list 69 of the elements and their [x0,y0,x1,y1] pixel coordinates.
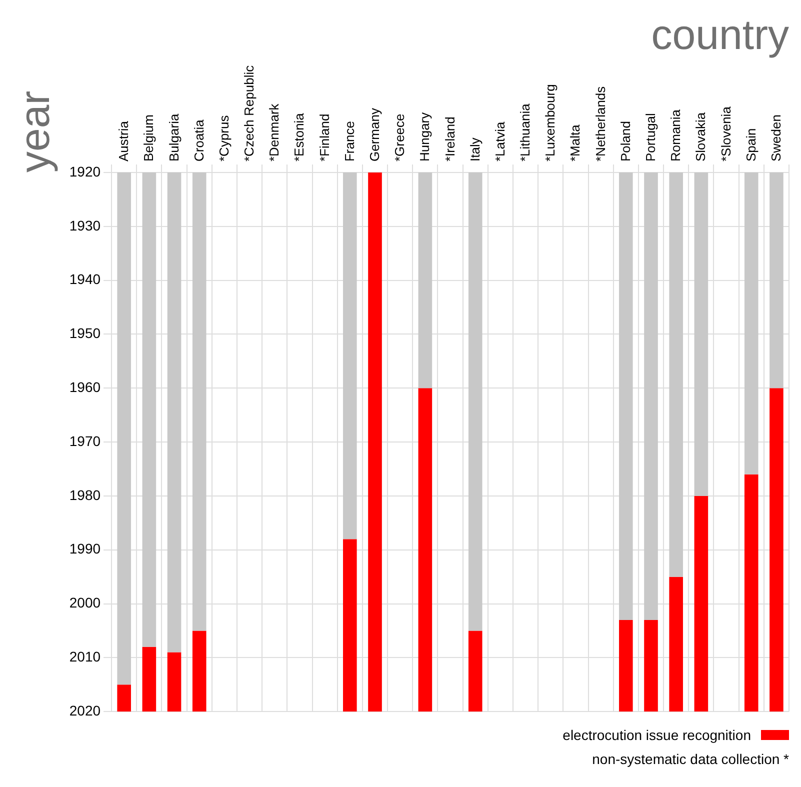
bar [418,388,432,712]
bar [192,172,206,631]
bar [694,172,708,496]
x-tick-label: *Lithuania [518,102,533,162]
bar [644,620,658,712]
bar [418,172,432,388]
x-tick-label: *Ireland [442,116,458,162]
bar [669,172,683,577]
bar [619,620,633,712]
bar [744,474,758,712]
x-tick-label: France [342,121,357,162]
bar [368,172,382,712]
bar [117,684,131,712]
bar [468,630,482,712]
x-axis-title: country [651,10,789,58]
x-tick-label: Croatia [191,118,206,162]
x-tick-label: *Cyprus [216,114,232,162]
y-tick-label: 1970 [69,432,101,449]
x-tick-label: Slovakia [693,112,708,162]
x-tick-label: Belgium [141,114,156,162]
bar [770,388,784,712]
x-tick-label: Germany [366,108,382,162]
y-tick-label: 1920 [69,163,101,180]
x-tick-label: Austria [116,120,132,162]
x-tick-label: Hungary [417,112,432,162]
x-tick-label: *Finland [316,114,332,162]
y-tick-label: 2010 [69,648,101,665]
y-tick-label: 1940 [69,271,101,288]
bar [343,172,357,540]
x-tick-label: *Greece [392,114,408,162]
legend-label: electrocution issue recognition [562,727,751,743]
x-tick-label: *Denmark [266,103,282,162]
x-tick-label: Romania [668,108,684,162]
y-tick-label: 1960 [69,379,101,395]
bar [142,646,156,712]
x-tick-label: *Czech Republic [242,64,257,162]
bar [694,496,708,712]
text: non-systematic data collection * [592,751,789,767]
bar [468,172,482,631]
bar [117,172,131,685]
x-tick-label: *Latvia [492,120,508,162]
x-tick-label: Sweden [768,114,784,162]
x-tick-label: *Malta [568,124,583,162]
x-tick-label: *Slovenia [718,106,734,162]
bar [142,172,156,647]
y-tick-label: 1980 [69,486,101,503]
bar [192,630,206,712]
y-tick-label: 2000 [69,594,101,611]
x-tick-label: *Luxembourg [542,84,558,162]
x-tick-label: *Estonia [292,112,307,162]
bar [167,172,182,652]
y-tick-label: 1930 [69,217,101,234]
y-axis-title: year [10,90,58,173]
bar [167,652,182,712]
y-tick-label: 1950 [69,325,101,342]
bar [644,172,658,620]
bar [770,172,784,388]
x-tick-label: *Netherlands [592,86,608,162]
bar [343,539,357,712]
y-tick-label: 1990 [69,540,101,557]
x-tick-label: Portugal [642,112,658,162]
x-tick-label: Spain [743,128,758,162]
x-tick-label: Bulgaria [166,113,182,162]
x-tick-label: Poland [618,121,633,162]
y-tick-label: 2020 [69,702,101,718]
bar [669,576,683,712]
bar [619,172,633,620]
x-tick-label: Italy [467,137,482,162]
bar [744,172,758,474]
